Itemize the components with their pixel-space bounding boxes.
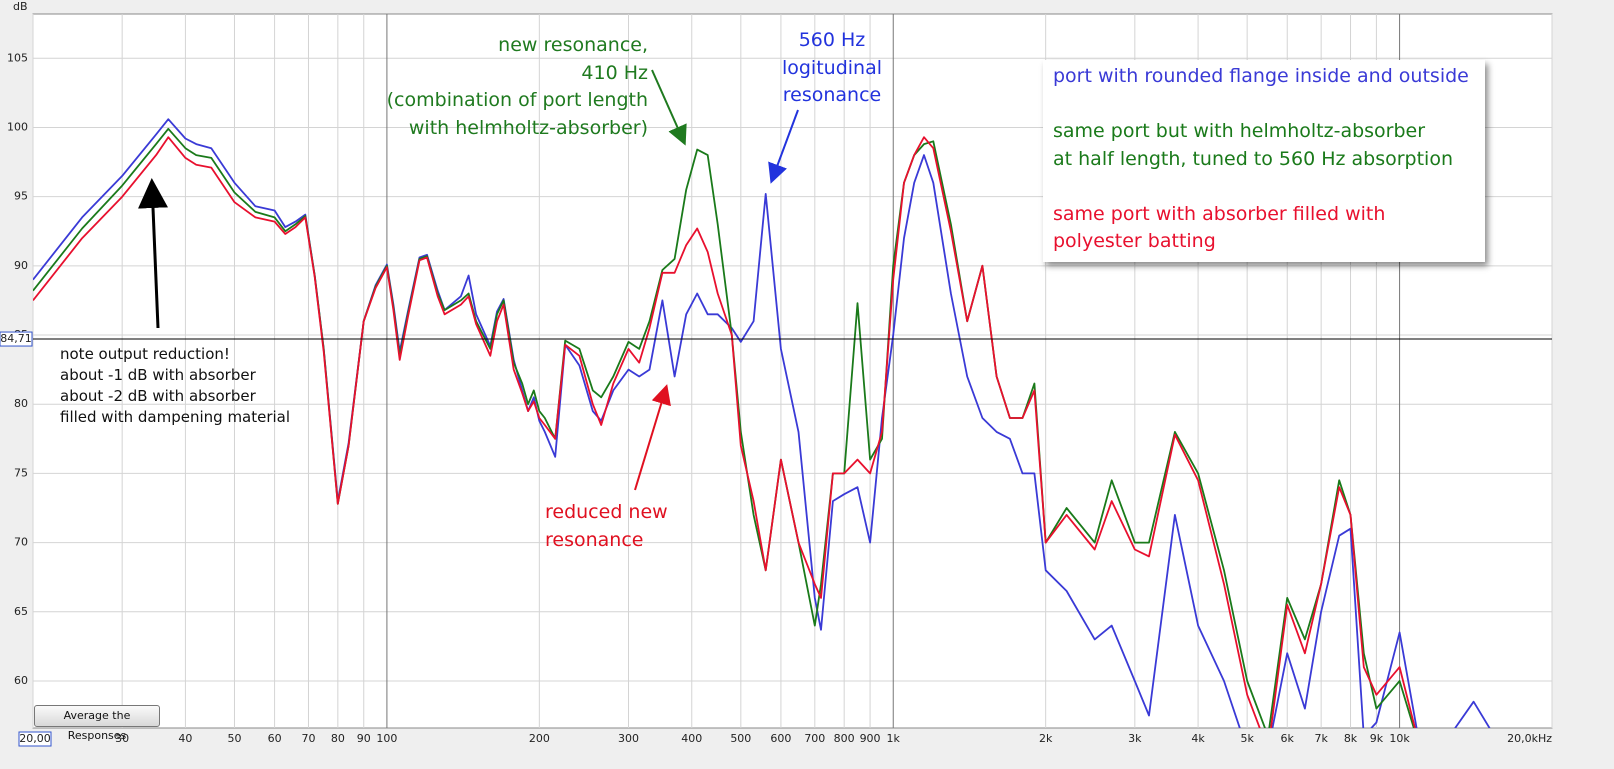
x-tick-label: 7k — [1314, 732, 1328, 745]
y-tick-label: 80 — [14, 397, 28, 410]
average-button[interactable]: Average the Responses — [34, 705, 160, 742]
x-tick-label: 60 — [268, 732, 282, 745]
x-tick-label: 30 — [115, 732, 129, 745]
annotation: new resonance, 410 Hz (combination of po… — [386, 34, 648, 139]
x-tick-label: 70 — [301, 732, 315, 745]
arrow — [634, 384, 671, 491]
arrow — [768, 109, 799, 184]
x-tick-label: 700 — [804, 732, 825, 745]
legend-entry: port with rounded flange inside and outs… — [1053, 65, 1469, 87]
cursor-label: 84,71 — [0, 332, 32, 345]
y-axis-label: dB — [13, 0, 28, 13]
x-tick-label: 6k — [1281, 732, 1295, 745]
labels: 606570758085909510010520,003040506070809… — [0, 51, 1552, 747]
x-tick-label: 800 — [834, 732, 855, 745]
x-tick-label: 600 — [770, 732, 791, 745]
x-tick-label: 50 — [227, 732, 241, 745]
x-tick-label: 9k — [1370, 732, 1384, 745]
y-tick-label: 65 — [14, 605, 28, 618]
x-tick-label: 200 — [529, 732, 550, 745]
x-cursor-box — [18, 731, 52, 747]
cursor-box — [0, 331, 33, 347]
annotation: note output reduction! about -1 dB with … — [60, 345, 291, 426]
x-tick-label: 90 — [357, 732, 371, 745]
legend: port with rounded flange inside and outs… — [1043, 60, 1485, 262]
y-tick-label: 75 — [14, 466, 28, 479]
y-tick-label: 100 — [7, 120, 28, 133]
x-tick-label: 3k — [1128, 732, 1142, 745]
x-tick-label: 2k — [1039, 732, 1053, 745]
x-tick-label: 5k — [1240, 732, 1254, 745]
grid — [32, 14, 1553, 728]
x-tick-label: 900 — [860, 732, 881, 745]
lines — [33, 118, 1491, 728]
legend-entry: same port with absorber filled with poly… — [1053, 202, 1386, 253]
annotation: 560 Hz logitudinal resonance — [781, 29, 883, 106]
arrow — [651, 69, 687, 146]
x-tick-label: 80 — [331, 732, 345, 745]
y-tick-label: 105 — [7, 51, 28, 64]
y-tick-label: 90 — [14, 259, 28, 272]
y-tick-label: 95 — [14, 190, 28, 203]
series-line — [33, 136, 1416, 728]
annotation: reduced new resonance — [545, 501, 668, 551]
x-tick-label: 100 — [376, 732, 397, 745]
x-tick-label: 300 — [618, 732, 639, 745]
x-tick-label: 20,00 — [19, 732, 51, 745]
x-tick-label: 500 — [730, 732, 751, 745]
x-tick-label: 4k — [1191, 732, 1205, 745]
x-tick-label: 20,0kHz — [1507, 732, 1552, 745]
y-tick-label: 70 — [14, 536, 28, 549]
y-tick-label: 60 — [14, 674, 28, 687]
x-tick-label: 400 — [681, 732, 702, 745]
x-tick-label: 1k — [887, 732, 901, 745]
x-tick-label: 10k — [1389, 732, 1410, 745]
x-tick-label: 40 — [178, 732, 192, 745]
x-tick-label: 8k — [1344, 732, 1358, 745]
arrow — [138, 178, 168, 329]
legend-entry: same port but with helmholtz-absorber at… — [1053, 120, 1454, 170]
